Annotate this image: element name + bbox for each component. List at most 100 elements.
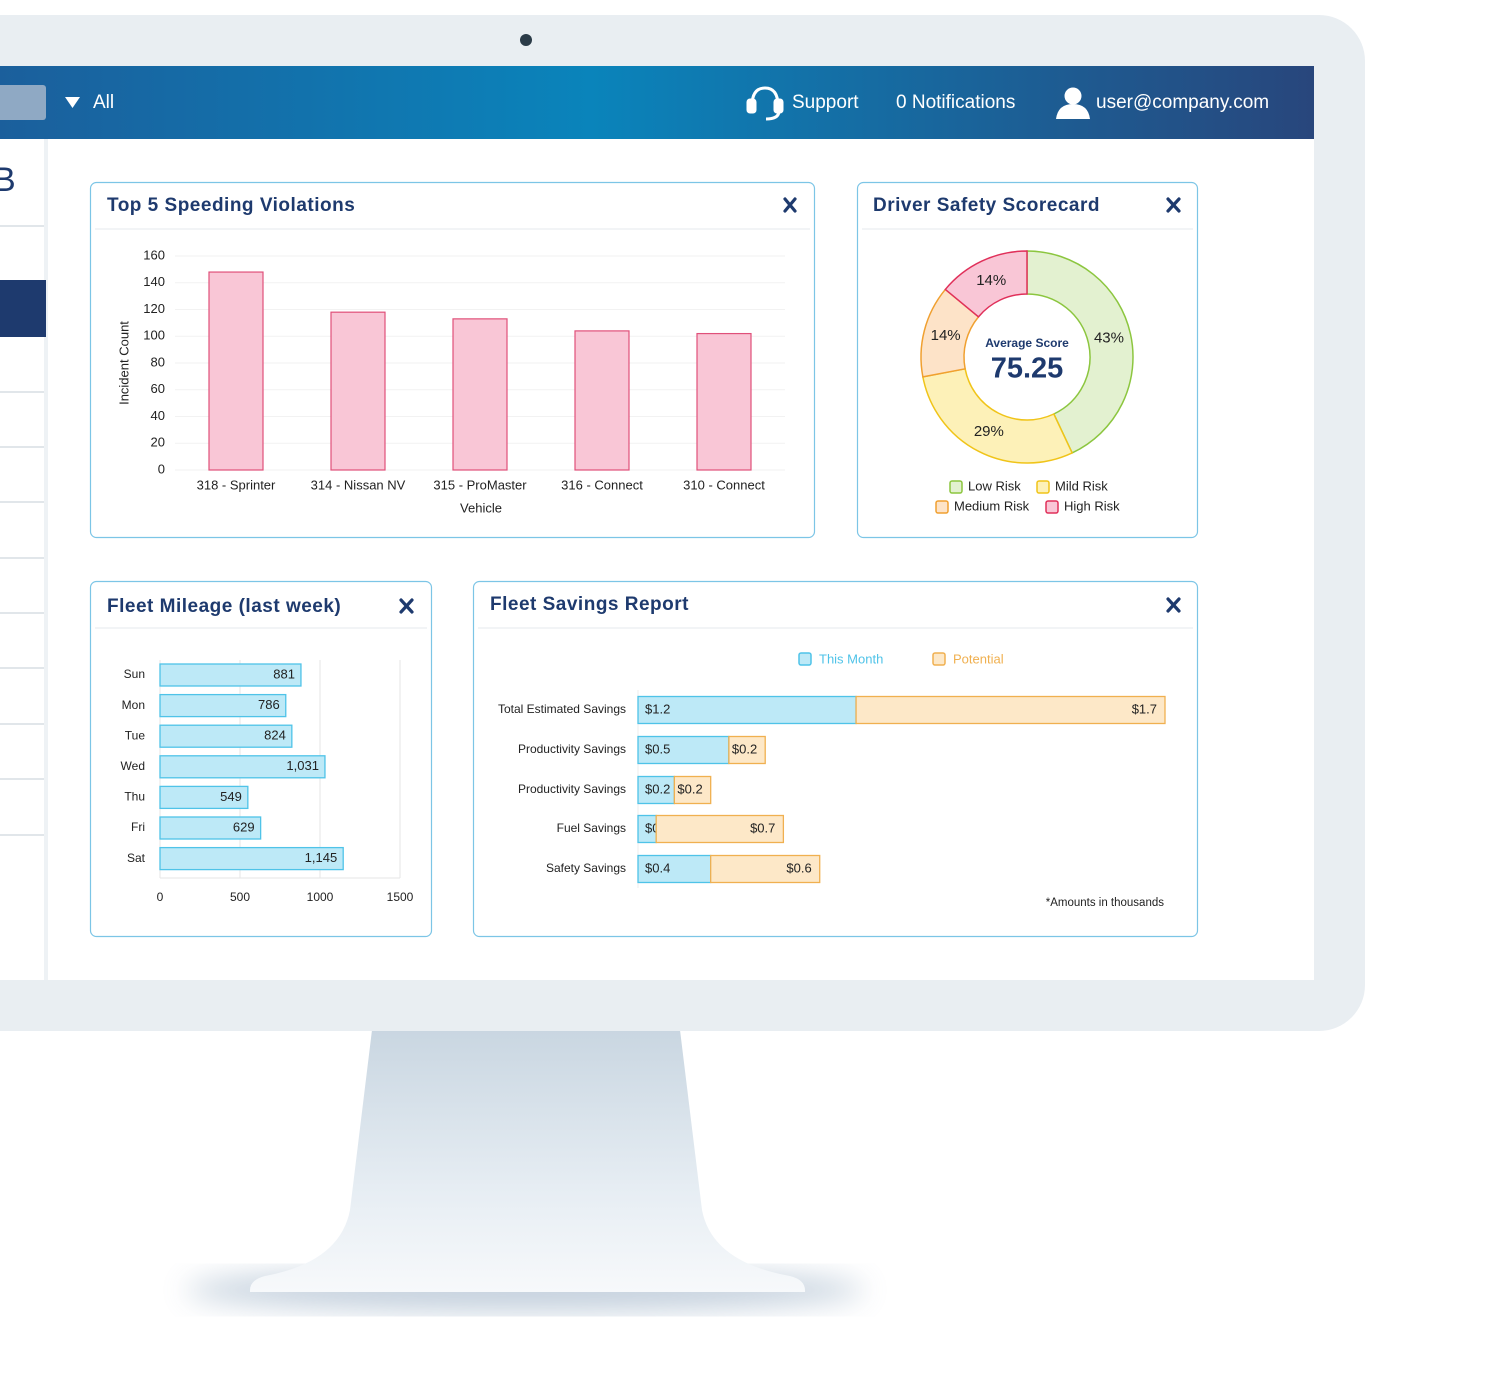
bar-segment (855, 695, 1166, 725)
y-tick-label: Thu (124, 790, 145, 804)
y-tick-label: 20 (151, 435, 165, 450)
close-button[interactable] (783, 197, 797, 213)
bar (330, 311, 386, 471)
panel (472, 580, 1199, 938)
center-value: 75.25 (991, 353, 1064, 385)
bar (452, 318, 508, 471)
value-label: $1.2 (645, 701, 670, 716)
value-label: 881 (273, 666, 295, 681)
legend-label: Medium Risk (954, 498, 1030, 513)
y-tick-label: 160 (143, 247, 165, 262)
bar (159, 785, 249, 810)
legend-label: Potential (953, 651, 1004, 666)
x-tick-label: 1000 (307, 890, 334, 904)
panel-divider (95, 228, 1193, 629)
bar-segment (637, 695, 857, 725)
search-box[interactable] (0, 85, 46, 120)
y-tick-label: Tue (125, 728, 146, 742)
value-label: $0.6 (786, 860, 811, 875)
bar (159, 724, 293, 748)
bar-segment (673, 775, 712, 805)
filter-dropdown[interactable]: All (93, 92, 114, 113)
value-label: 629 (233, 819, 255, 834)
top-bar (0, 66, 1314, 139)
sidebar-active-item[interactable] (0, 280, 46, 337)
y-tick-label: Safety Savings (546, 861, 626, 875)
y-tick-label: Sat (127, 851, 146, 865)
slice-label: 14% (976, 272, 1006, 289)
support-link[interactable]: Support (792, 92, 859, 113)
y-tick-label: Fuel Savings (557, 821, 626, 835)
value-label: $0.2 (645, 781, 670, 796)
slice-label: 29% (974, 423, 1004, 440)
user-icon (1056, 87, 1090, 119)
slice-label: 14% (931, 327, 961, 344)
legend-swatch (1045, 500, 1059, 514)
x-tick-label: 0 (157, 890, 164, 904)
donut-slice (922, 367, 1074, 464)
y-tick-label: 80 (151, 354, 165, 369)
footnote: *Amounts in thousands (1046, 897, 1165, 909)
y-tick-label: Mon (122, 698, 145, 712)
dropdown-arrow[interactable] (65, 97, 80, 108)
bar (696, 332, 752, 471)
value-label: $0.4 (645, 860, 670, 875)
value-label: 1,031 (286, 758, 319, 773)
close-button[interactable] (1166, 197, 1181, 213)
y-tick-label: Fri (131, 820, 145, 834)
panel-title: Fleet Savings Report (490, 594, 689, 615)
close-button[interactable] (399, 598, 414, 614)
bar-segment (728, 735, 766, 765)
legend-label: High Risk (1064, 498, 1120, 513)
slice-label: 43% (1094, 330, 1124, 347)
y-tick-label: Productivity Savings (518, 742, 626, 756)
bar-segment (710, 854, 821, 884)
sidebar-logo: B (0, 161, 16, 199)
panel (856, 181, 1199, 539)
user-menu[interactable]: user@company.com (1096, 92, 1269, 113)
bar (159, 846, 344, 871)
notifications-link[interactable]: 0 Notifications (896, 92, 1015, 113)
y-tick-label: Total Estimated Savings (498, 702, 626, 716)
y-tick-label: 120 (143, 301, 165, 316)
close-button[interactable] (1166, 597, 1181, 613)
legend-label: Low Risk (968, 478, 1021, 493)
bar (159, 663, 302, 687)
panel-title: Top 5 Speeding Violations (107, 195, 355, 216)
value-label: 1,145 (305, 850, 338, 865)
y-tick-label: 100 (143, 328, 165, 343)
bar-segment (637, 854, 712, 884)
sidebar: B (0, 139, 48, 980)
bar (159, 816, 262, 840)
x-tick-label: 314 - Nissan NV (311, 477, 406, 492)
legend-label: This Month (819, 651, 883, 666)
bar (159, 755, 326, 779)
legend-swatch (935, 500, 949, 514)
value-label: 824 (264, 728, 286, 743)
panel-title: Driver Safety Scorecard (873, 195, 1100, 216)
y-tick-label: 0 (158, 461, 165, 476)
y-tick-label: 140 (143, 274, 165, 289)
x-axis-label: Vehicle (460, 500, 502, 515)
donut-slice (944, 250, 1028, 318)
value-label: $0.2 (732, 741, 757, 756)
bar (208, 271, 264, 471)
y-tick-label: 60 (151, 381, 165, 396)
y-axis-label: Incident Count (116, 321, 131, 405)
y-tick-label: 40 (151, 408, 165, 423)
bar (574, 330, 630, 471)
legend-swatch (949, 480, 963, 494)
x-tick-label: 500 (230, 890, 250, 904)
value-label: $0.7 (750, 820, 775, 835)
camera (520, 34, 532, 46)
y-tick-label: Productivity Savings (518, 782, 626, 796)
support-icon (746, 86, 784, 121)
value-label: 786 (258, 697, 280, 712)
x-tick-label: 315 - ProMaster (433, 477, 527, 492)
legend-swatch (1036, 480, 1050, 494)
x-tick-label: 1500 (387, 890, 414, 904)
y-tick-label: Wed (121, 759, 145, 773)
x-tick-label: 316 - Connect (561, 477, 643, 492)
